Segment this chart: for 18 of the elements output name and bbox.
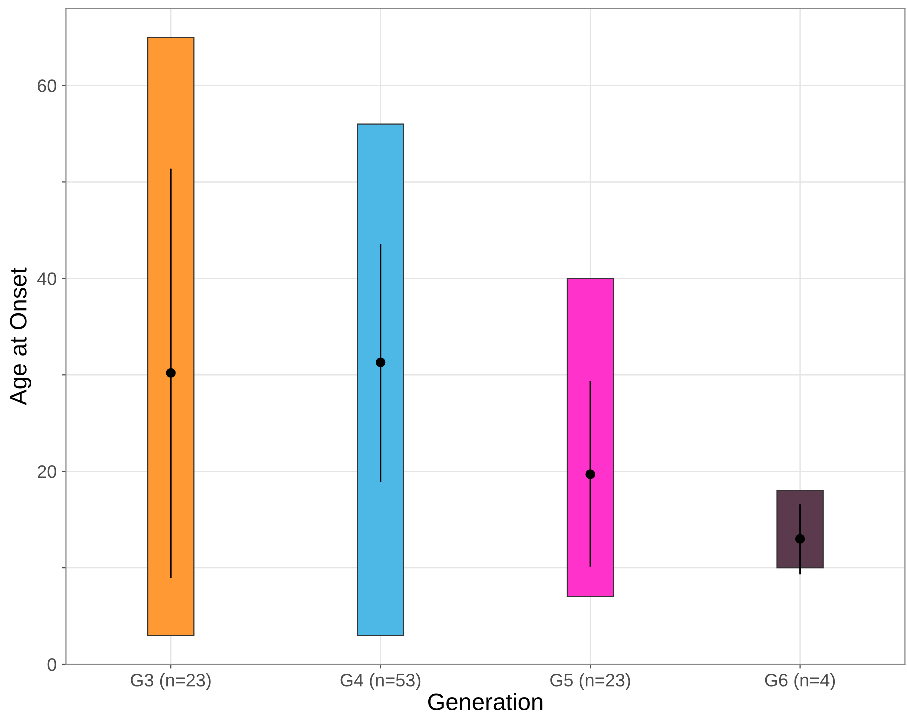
y-tick-label: 40: [38, 272, 56, 286]
x-axis-title: Generation: [428, 693, 543, 710]
y-tick-label: 60: [38, 80, 56, 92]
bar: [566, 278, 614, 598]
bar: [357, 124, 404, 636]
point: [166, 368, 176, 378]
bar: [776, 490, 824, 569]
x-tick-label: G5 (n=23): [550, 674, 630, 690]
x-tick-label: G3 (n=23): [131, 674, 211, 690]
y-tick-label: 20: [38, 466, 56, 478]
y-tick-label: 0: [48, 658, 56, 672]
point: [376, 358, 386, 368]
point: [586, 470, 596, 480]
x-tick-label: G6 (n=4): [765, 674, 836, 690]
point: [795, 534, 806, 544]
y-axis-title: Age at Onset: [10, 268, 32, 406]
bar: [147, 36, 195, 636]
x-tick-label: G4 (n=53): [340, 674, 421, 690]
